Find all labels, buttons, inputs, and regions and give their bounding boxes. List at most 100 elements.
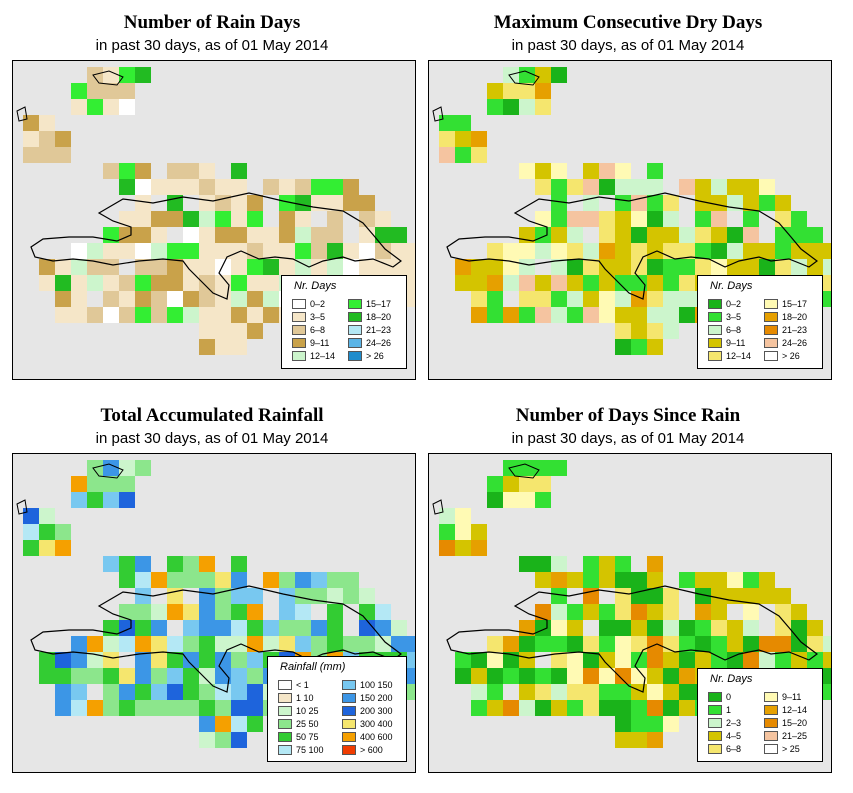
grid-cell (23, 131, 39, 147)
grid-cell (631, 211, 647, 227)
grid-cell (55, 275, 71, 291)
grid-cell (471, 275, 487, 291)
grid-cell (631, 195, 647, 211)
grid-cell (663, 195, 679, 211)
legend-swatch (278, 692, 292, 703)
grid-cell (391, 259, 407, 275)
legend-swatch (764, 704, 778, 715)
grid-cell (647, 620, 663, 636)
grid-cell (247, 700, 263, 716)
grid-cell (631, 572, 647, 588)
grid-cell (71, 492, 87, 508)
grid-cell (71, 291, 87, 307)
grid-cell (199, 227, 215, 243)
grid-cell (567, 227, 583, 243)
grid-cell (87, 476, 103, 492)
grid-cell (695, 227, 711, 243)
grid-cell (551, 179, 567, 195)
grid-cell (711, 652, 727, 668)
legend-swatch (278, 718, 292, 729)
grid-cell (103, 684, 119, 700)
grid-cell (679, 636, 695, 652)
grid-cell (487, 700, 503, 716)
grid-cell (247, 211, 263, 227)
grid-cell (487, 291, 503, 307)
grid-cell (215, 620, 231, 636)
grid-cell (119, 291, 135, 307)
grid-cell (759, 179, 775, 195)
grid-cell (679, 668, 695, 684)
grid-cell (471, 652, 487, 668)
grid-cell (519, 243, 535, 259)
grid-cell (407, 652, 415, 668)
legend-label: 150 200 (360, 692, 393, 703)
grid-cell (583, 700, 599, 716)
grid-cell (679, 684, 695, 700)
grid-cell (231, 556, 247, 572)
grid-cell (23, 524, 39, 540)
grid-cell (119, 211, 135, 227)
grid-cell (119, 604, 135, 620)
grid-cell (135, 195, 151, 211)
grid-cell (727, 652, 743, 668)
grid-cell (359, 620, 375, 636)
legend-label: 0–2 (726, 298, 742, 309)
grid-cell (551, 556, 567, 572)
grid-cell (647, 588, 663, 604)
grid-cell (807, 636, 823, 652)
grid-cell (359, 604, 375, 620)
grid-cell (215, 275, 231, 291)
grid-cell (471, 668, 487, 684)
grid-cell (823, 275, 831, 291)
grid-cell (231, 163, 247, 179)
grid-cell (519, 67, 535, 83)
grid-cell (103, 275, 119, 291)
grid-cell (583, 163, 599, 179)
grid-cell (551, 259, 567, 275)
legend-item: > 26 (764, 350, 800, 361)
legend-item: 4–5 (708, 730, 741, 741)
legend-label: 9–11 (782, 691, 802, 702)
grid-cell (343, 588, 359, 604)
grid-cell (87, 99, 103, 115)
grid-cell (743, 652, 759, 668)
legend-label: 21–23 (366, 324, 392, 335)
legend-item: 150 200 (342, 692, 393, 703)
grid-cell (215, 243, 231, 259)
grid-cell (711, 588, 727, 604)
grid-cell (407, 275, 415, 291)
grid-cell (791, 211, 807, 227)
grid-cell (231, 588, 247, 604)
grid-cell (567, 604, 583, 620)
grid-cell (567, 259, 583, 275)
grid-cell (215, 652, 231, 668)
legend-label: 21–25 (782, 730, 808, 741)
grid-cell (807, 259, 823, 275)
grid-cell (199, 588, 215, 604)
legend-label: 6–8 (726, 324, 742, 335)
grid-cell (359, 588, 375, 604)
grid-cell (167, 684, 183, 700)
grid-cell (615, 684, 631, 700)
grid-cell (279, 227, 295, 243)
grid-cell (103, 99, 119, 115)
grid-cell (263, 259, 279, 275)
grid-cell (519, 99, 535, 115)
grid-cell (103, 291, 119, 307)
grid-cell (519, 492, 535, 508)
grid-cell (599, 652, 615, 668)
grid-cell (343, 195, 359, 211)
grid-cell (535, 684, 551, 700)
grid-cell (535, 211, 551, 227)
legend-label: > 600 (360, 744, 383, 755)
legend-swatch (278, 705, 292, 716)
grid-cell (199, 211, 215, 227)
grid-cell (727, 243, 743, 259)
grid-cell (71, 83, 87, 99)
grid-cell (615, 211, 631, 227)
grid-cell (151, 291, 167, 307)
grid-cell (215, 684, 231, 700)
grid-cell (503, 492, 519, 508)
grid-cell (135, 620, 151, 636)
legend-label: 100 150 (360, 679, 393, 690)
